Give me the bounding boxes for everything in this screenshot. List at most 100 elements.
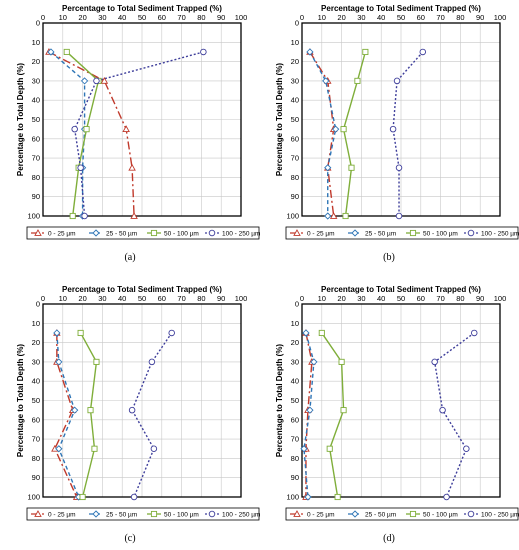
legend-swatch-marker	[150, 510, 158, 518]
data-point	[306, 48, 314, 56]
x-tick-label: 10	[318, 13, 326, 22]
data-point	[168, 329, 175, 337]
y-tick-label: 10	[291, 319, 299, 328]
x-tick-label: 30	[357, 13, 365, 22]
y-tick-label: 30	[32, 357, 40, 366]
data-point	[128, 163, 136, 171]
data-point	[342, 212, 349, 220]
data-point	[200, 48, 207, 56]
data-point	[130, 493, 138, 501]
series-line	[321, 332, 345, 498]
data-point	[55, 358, 63, 366]
y-tick-label: 20	[291, 338, 299, 347]
chart-title: Percentage to Total Sediment Trapped (%)	[62, 4, 222, 13]
data-point	[443, 493, 450, 501]
x-tick-label: 70	[177, 13, 185, 22]
y-tick-label: 60	[291, 134, 299, 143]
panel-caption: (b)	[383, 252, 395, 263]
x-tick-label: 70	[436, 13, 444, 22]
legend-swatch-marker	[467, 229, 475, 237]
data-point	[338, 358, 345, 365]
data-point	[80, 77, 89, 85]
x-tick-label: 100	[494, 13, 507, 22]
data-point	[354, 77, 361, 84]
x-tick-label: 40	[377, 13, 385, 22]
y-tick-label: 30	[32, 76, 40, 85]
data-point	[348, 164, 355, 171]
x-tick-label: 10	[59, 294, 67, 303]
series-line	[305, 332, 313, 497]
y-tick-label: 100	[27, 493, 40, 502]
x-tick-label: 80	[456, 13, 464, 22]
series-line	[303, 332, 315, 498]
legend-swatch-marker	[409, 229, 417, 237]
legend-swatch-marker	[351, 510, 359, 518]
data-point	[334, 493, 341, 501]
chart-panel: Percentage to Total Sediment Trapped (%)…	[16, 285, 260, 544]
data-point	[79, 493, 86, 501]
y-tick-label: 0	[295, 300, 299, 309]
data-point	[439, 406, 446, 414]
data-point	[332, 125, 340, 133]
x-tick-label: 50	[138, 13, 146, 22]
x-tick-label: 80	[197, 294, 205, 303]
x-tick-label: 100	[494, 294, 507, 303]
x-tick-label: 70	[177, 294, 185, 303]
legend-entry-label: 50 - 100 µm	[423, 511, 458, 518]
legend-swatch-marker	[293, 510, 301, 517]
data-point	[395, 212, 403, 220]
x-tick-label: 100	[235, 13, 248, 22]
data-point	[128, 406, 136, 414]
data-point	[87, 407, 94, 414]
y-tick-label: 10	[32, 38, 40, 47]
legend-entry-label: 0 - 25 µm	[307, 230, 335, 237]
series-line	[392, 51, 424, 216]
data-point	[324, 164, 332, 172]
y-tick-label: 70	[291, 435, 299, 444]
x-tick-label: 50	[397, 294, 405, 303]
panel-caption: (d)	[383, 533, 395, 544]
x-tick-label: 60	[158, 294, 166, 303]
chart-panel: Percentage to Total Sediment Trapped (%)…	[275, 285, 519, 544]
x-tick-label: 60	[158, 13, 166, 22]
data-point	[310, 358, 318, 366]
x-tick-label: 20	[337, 13, 345, 22]
data-point	[322, 77, 330, 85]
data-point	[93, 77, 100, 85]
y-tick-label: 10	[291, 38, 299, 47]
x-tick-label: 90	[476, 294, 484, 303]
y-tick-label: 0	[36, 300, 40, 309]
x-tick-label: 10	[318, 294, 326, 303]
data-point	[340, 126, 347, 133]
chart-title: Percentage to Total Sediment Trapped (%)	[62, 285, 222, 294]
plot-area-frame	[301, 303, 501, 498]
x-tick-label: 10	[59, 13, 67, 22]
y-tick-label: 80	[291, 173, 299, 182]
y-tick-label: 20	[291, 57, 299, 66]
data-point	[302, 329, 310, 337]
y-tick-label: 70	[32, 435, 40, 444]
legend-entry-label: 0 - 25 µm	[48, 230, 76, 237]
x-tick-label: 30	[98, 13, 106, 22]
legend-entry-label: 50 - 100 µm	[423, 230, 458, 237]
y-tick-label: 90	[32, 473, 40, 482]
data-point	[318, 329, 325, 336]
x-tick-label: 80	[456, 294, 464, 303]
data-point	[326, 445, 333, 452]
chart-title: Percentage to Total Sediment Trapped (%)	[321, 4, 481, 13]
legend-entry-label: 50 - 100 µm	[164, 511, 199, 518]
data-point	[81, 212, 88, 220]
y-tick-label: 80	[291, 454, 299, 463]
x-tick-label: 50	[138, 294, 146, 303]
data-point	[306, 406, 314, 414]
series-line	[342, 51, 367, 217]
data-point	[47, 48, 55, 56]
y-tick-label: 100	[286, 212, 299, 221]
data-point	[71, 406, 79, 414]
y-tick-label: 80	[32, 173, 40, 182]
y-tick-label: 100	[27, 212, 40, 221]
data-point	[77, 164, 84, 171]
legend-entry-label: 100 - 250 µm	[222, 511, 260, 518]
series-line	[50, 51, 86, 216]
legend-entry-label: 50 - 100 µm	[164, 230, 199, 237]
